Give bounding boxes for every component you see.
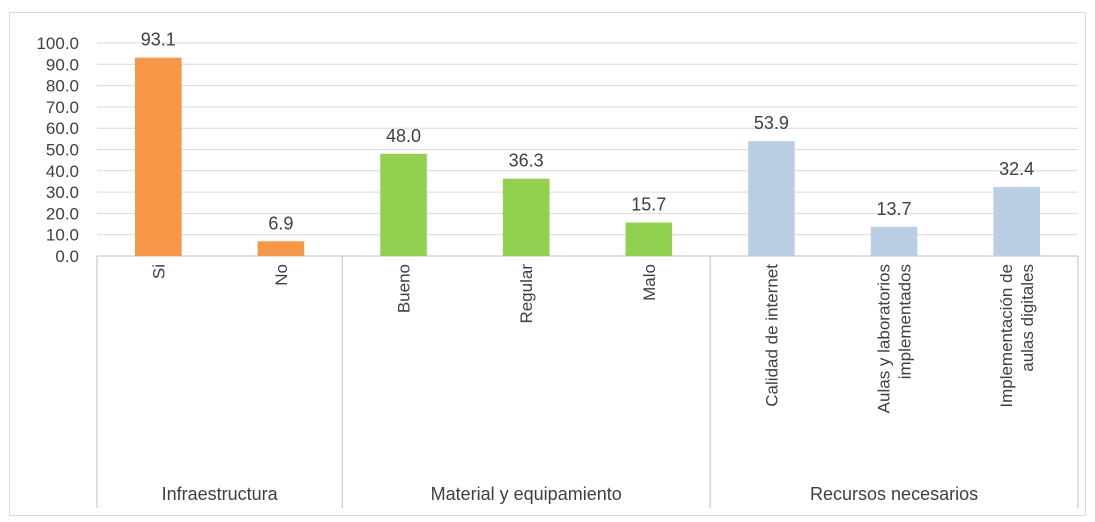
- group-label: Recursos necesarios: [810, 484, 978, 504]
- data-label: 6.9: [268, 213, 293, 233]
- y-tick-label: 70.0: [46, 98, 79, 117]
- bar: [502, 178, 550, 256]
- data-label: 13.7: [877, 199, 912, 219]
- bar: [748, 141, 795, 256]
- y-tick-label: 0.0: [55, 247, 79, 266]
- category-label: Bueno: [395, 264, 414, 313]
- y-tick-label: 60.0: [46, 119, 79, 138]
- category-label: Regular: [517, 264, 536, 324]
- y-tick-label: 100.0: [36, 34, 79, 53]
- category-label: implementados: [896, 264, 915, 379]
- bar: [380, 153, 427, 256]
- category-label: Si: [149, 264, 168, 279]
- y-tick-label: 30.0: [46, 183, 79, 202]
- category-label: No: [272, 264, 291, 286]
- data-label: 53.9: [754, 113, 789, 133]
- data-label: 15.7: [631, 195, 666, 215]
- bar: [870, 226, 918, 256]
- y-tick-label: 10.0: [46, 226, 79, 245]
- data-label: 36.3: [509, 151, 544, 171]
- category-label: Calidad de internet: [762, 264, 781, 407]
- y-tick-label: 90.0: [46, 55, 79, 74]
- y-tick-label: 50.0: [46, 141, 79, 160]
- chart-frame: [9, 12, 1086, 516]
- group-label: Material y equipamiento: [431, 484, 622, 504]
- category-label: Implementación de: [997, 264, 1016, 408]
- data-label: 93.1: [141, 30, 176, 50]
- category-label: aulas digitales: [1018, 264, 1037, 372]
- data-label: 48.0: [386, 126, 421, 146]
- y-tick-label: 20.0: [46, 204, 79, 223]
- category-label: Malo: [640, 264, 659, 301]
- data-label: 32.4: [999, 159, 1034, 179]
- group-label: Infraestructura: [162, 484, 279, 504]
- bar: [993, 186, 1040, 256]
- bar: [257, 241, 305, 256]
- bar: [625, 222, 673, 256]
- bar: [135, 57, 182, 257]
- y-tick-label: 80.0: [46, 77, 79, 96]
- category-label: Aulas y laboratorios: [875, 264, 894, 413]
- y-tick-label: 40.0: [46, 162, 79, 181]
